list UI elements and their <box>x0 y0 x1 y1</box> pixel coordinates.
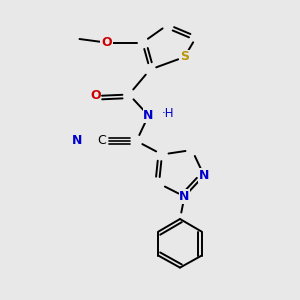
Text: N: N <box>72 134 82 148</box>
Text: O: O <box>90 89 101 103</box>
Text: S: S <box>180 50 189 64</box>
Text: N: N <box>179 190 190 203</box>
Text: O: O <box>101 36 112 49</box>
Text: N: N <box>143 109 154 122</box>
Text: C: C <box>98 134 106 148</box>
Text: N: N <box>199 169 209 182</box>
Text: ·H: ·H <box>162 106 174 120</box>
